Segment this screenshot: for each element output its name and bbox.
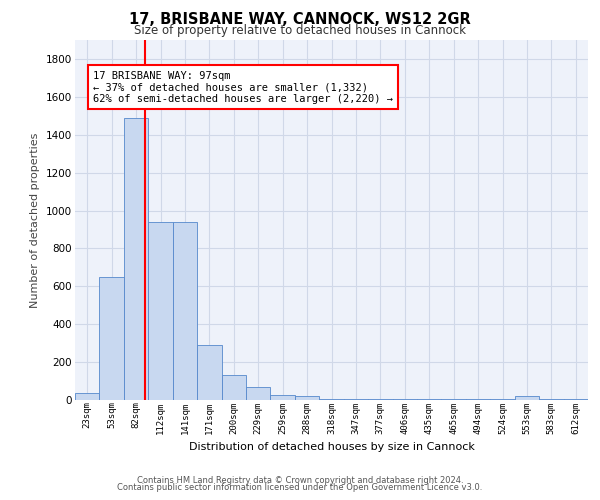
- Bar: [295, 396, 319, 400]
- Bar: [319, 399, 344, 400]
- Bar: [392, 399, 417, 400]
- Bar: [442, 399, 466, 400]
- Bar: [100, 277, 124, 400]
- Bar: [173, 222, 197, 400]
- Bar: [417, 399, 442, 400]
- Bar: [344, 399, 368, 400]
- Bar: [466, 399, 490, 400]
- Bar: [563, 399, 588, 400]
- Text: Contains public sector information licensed under the Open Government Licence v3: Contains public sector information licen…: [118, 483, 482, 492]
- Text: Contains HM Land Registry data © Crown copyright and database right 2024.: Contains HM Land Registry data © Crown c…: [137, 476, 463, 485]
- Bar: [490, 399, 515, 400]
- Bar: [515, 396, 539, 400]
- Y-axis label: Number of detached properties: Number of detached properties: [31, 132, 40, 308]
- Bar: [197, 345, 221, 400]
- Bar: [148, 222, 173, 400]
- Text: 17, BRISBANE WAY, CANNOCK, WS12 2GR: 17, BRISBANE WAY, CANNOCK, WS12 2GR: [129, 12, 471, 28]
- Bar: [271, 396, 295, 400]
- Bar: [75, 394, 100, 400]
- Bar: [221, 376, 246, 400]
- Bar: [368, 399, 392, 400]
- Text: 17 BRISBANE WAY: 97sqm
← 37% of detached houses are smaller (1,332)
62% of semi-: 17 BRISBANE WAY: 97sqm ← 37% of detached…: [93, 70, 393, 104]
- X-axis label: Distribution of detached houses by size in Cannock: Distribution of detached houses by size …: [188, 442, 475, 452]
- Bar: [539, 399, 563, 400]
- Text: Size of property relative to detached houses in Cannock: Size of property relative to detached ho…: [134, 24, 466, 37]
- Bar: [246, 386, 271, 400]
- Bar: [124, 118, 148, 400]
